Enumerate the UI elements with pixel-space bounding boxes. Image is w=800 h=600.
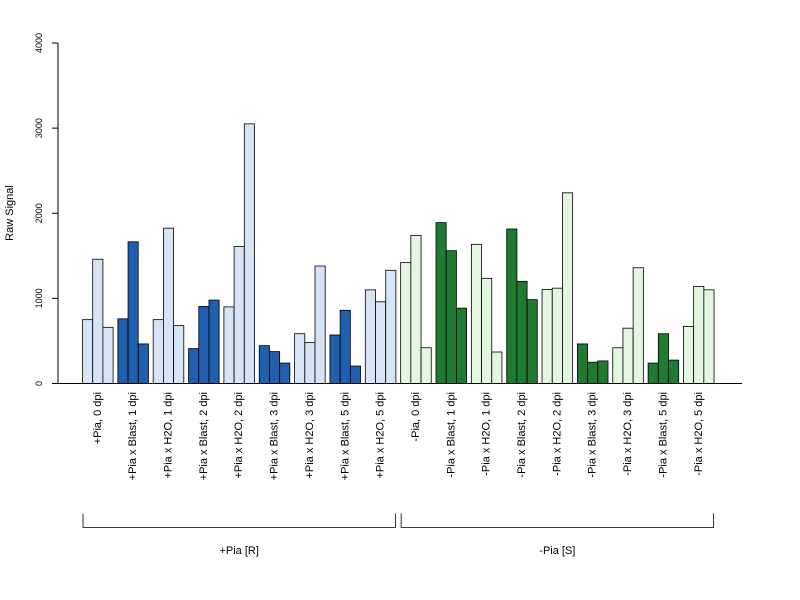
bar — [562, 192, 574, 384]
bar — [162, 227, 174, 384]
x-tick-label: -Pia x H2O, 2 dpi — [551, 392, 563, 476]
bar — [152, 319, 164, 384]
bar — [233, 246, 245, 384]
bar — [92, 258, 104, 384]
bar — [657, 333, 669, 384]
x-tick-label: -Pia, 0 dpi — [410, 392, 422, 442]
bar — [173, 325, 185, 384]
bar — [127, 241, 139, 384]
bar — [188, 348, 200, 384]
x-tick-label: -Pia x Blast, 5 dpi — [657, 392, 669, 478]
bar — [349, 365, 361, 384]
bar — [587, 361, 599, 384]
x-tick-label: +Pia x Blast, 3 dpi — [269, 392, 281, 480]
y-tick-label: 2000 — [34, 203, 44, 223]
x-tick-label: -Pia x Blast, 2 dpi — [516, 392, 528, 478]
bar — [375, 301, 387, 384]
x-tick-label: +Pia x Blast, 5 dpi — [339, 392, 351, 480]
bar — [481, 277, 493, 384]
bar — [329, 334, 341, 384]
bar — [683, 326, 695, 384]
bar — [294, 333, 306, 384]
bar — [279, 362, 291, 384]
bar — [269, 351, 281, 384]
y-tick-label: 3000 — [34, 118, 44, 138]
bar — [137, 343, 149, 384]
y-tick-label: 0 — [34, 381, 44, 386]
x-tick-label: -Pia x H2O, 1 dpi — [481, 392, 493, 476]
bar — [703, 289, 715, 384]
bar — [102, 326, 114, 384]
x-tick-label: +Pia, 0 dpi — [92, 392, 104, 444]
bar — [541, 289, 553, 384]
bar — [577, 343, 589, 384]
bar — [304, 342, 316, 384]
x-tick-labels: +Pia, 0 dpi +Pia x Blast, 1 dpi +Pia x H2O… — [92, 392, 705, 480]
x-tick-label: +Pia x H2O, 5 dpi — [375, 392, 387, 479]
y-axis-label: Raw Signal — [4, 185, 16, 241]
bar — [410, 234, 422, 384]
bar — [117, 318, 129, 384]
x-tick-label: +Pia x Blast, 2 dpi — [198, 392, 210, 480]
x-tick-label: +Pia x Blast, 1 dpi — [127, 392, 139, 480]
bar — [506, 228, 518, 384]
x-tick-label: -Pia x Blast, 3 dpi — [587, 392, 599, 478]
bar — [339, 309, 351, 384]
x-tick-label: +Pia x H2O, 3 dpi — [304, 392, 316, 479]
bar — [491, 351, 503, 384]
bars — [82, 123, 715, 384]
bar — [223, 306, 235, 384]
x-tick-label: -Pia x H2O, 3 dpi — [622, 392, 634, 476]
bar — [243, 123, 255, 384]
bar — [668, 359, 680, 384]
bar — [516, 280, 528, 384]
group-brackets: +Pia [R] -Pia [S] — [82, 513, 714, 557]
bar — [647, 362, 659, 384]
bar — [526, 299, 538, 384]
y-tick-label: 4000 — [34, 33, 44, 53]
bar — [551, 287, 563, 384]
group-bracket — [400, 513, 714, 528]
bar — [314, 265, 326, 384]
y-axis: 0 1000 2000 3000 4000 — [34, 33, 59, 386]
x-tick-label: -Pia x H2O, 5 dpi — [693, 392, 705, 476]
bar — [400, 262, 412, 384]
bar — [597, 360, 609, 384]
x-tick-label: +Pia x H2O, 1 dpi — [163, 392, 175, 479]
bar — [364, 289, 376, 384]
x-tick-label: -Pia x Blast, 1 dpi — [445, 392, 457, 478]
bar — [385, 269, 397, 384]
bar — [208, 299, 220, 384]
x-tick-label: +Pia x H2O, 2 dpi — [233, 392, 245, 479]
bar — [632, 267, 644, 384]
bar — [612, 347, 624, 384]
bar — [693, 286, 705, 384]
group-label: -Pia [S] — [539, 545, 575, 557]
bar — [455, 307, 467, 384]
group-bracket — [82, 513, 396, 528]
y-tick-label: 1000 — [34, 288, 44, 308]
bar — [82, 319, 94, 384]
bar — [445, 250, 457, 384]
bar — [622, 327, 634, 384]
bar — [420, 347, 432, 384]
group-label: +Pia [R] — [219, 545, 258, 557]
bar — [470, 243, 482, 384]
bar — [258, 345, 270, 384]
bar — [198, 306, 210, 384]
bar — [435, 222, 447, 384]
